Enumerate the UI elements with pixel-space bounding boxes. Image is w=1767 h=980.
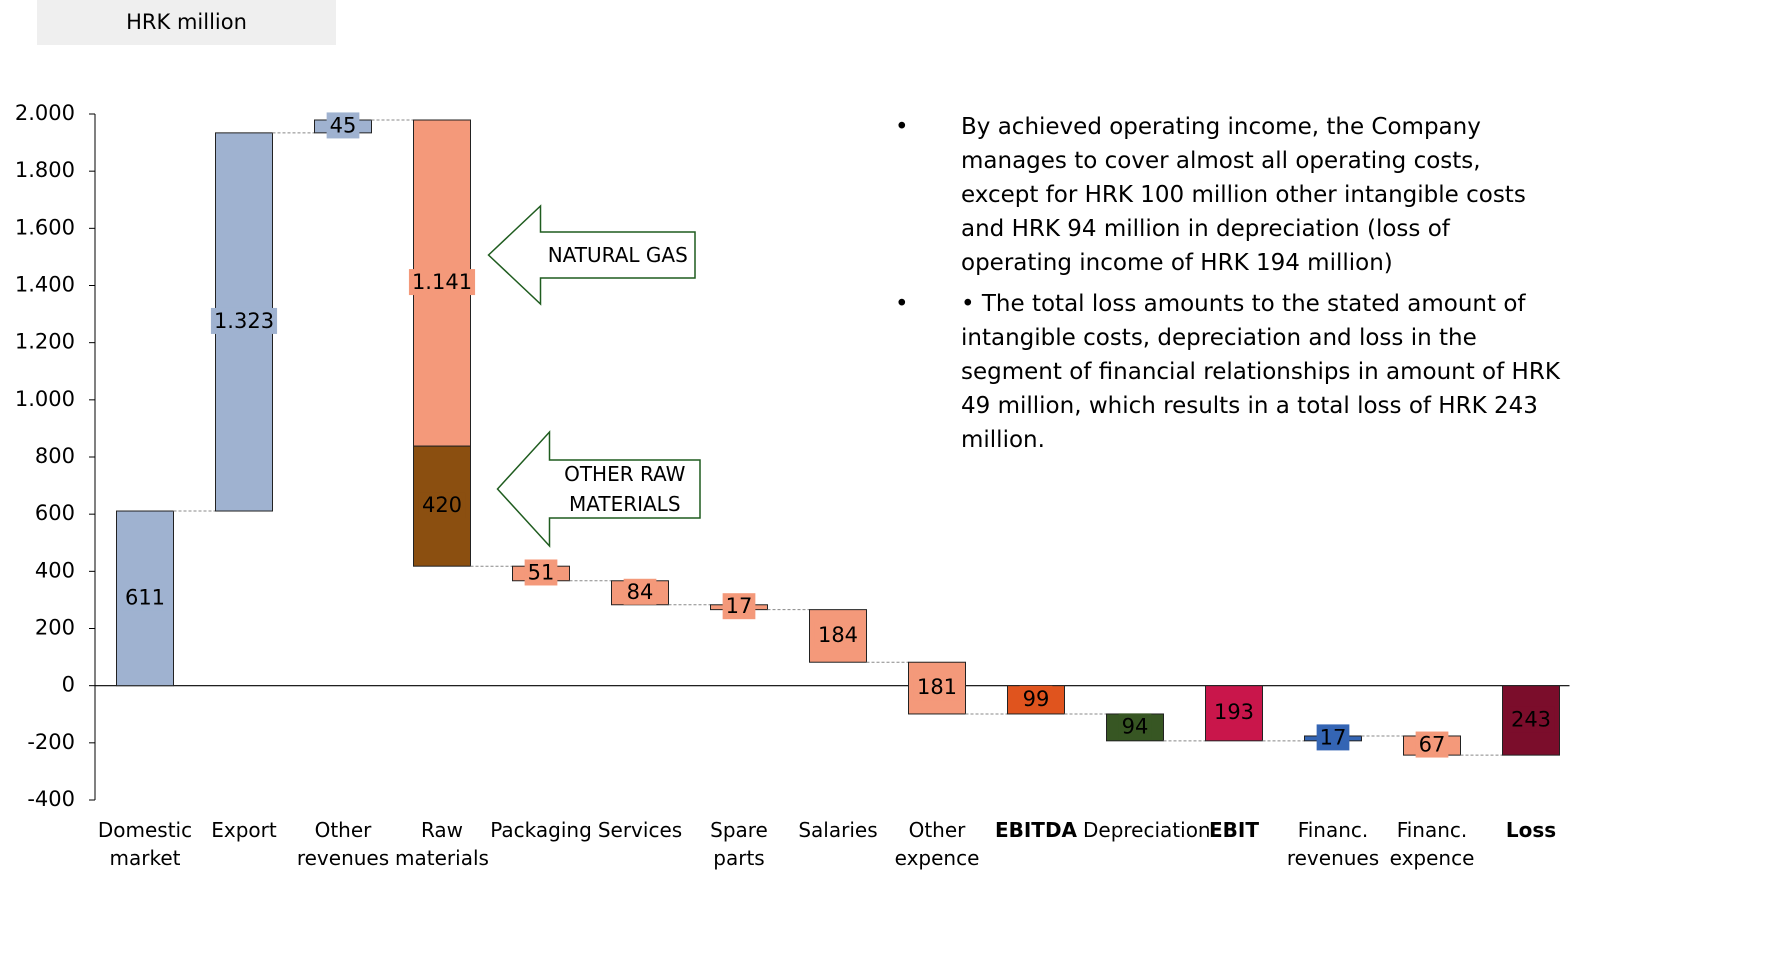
value-label-group: 17 (722, 593, 756, 620)
y-tick-label: 600 (35, 501, 75, 525)
y-tick-label: 1.200 (15, 330, 75, 354)
value-label: 420 (422, 493, 462, 517)
value-label-group: 94 (1118, 713, 1152, 740)
value-label: 243 (1511, 707, 1551, 731)
value-label-bg (1210, 699, 1258, 726)
y-tick-label: -200 (27, 730, 75, 754)
annotation-box: OTHER RAW MATERIALS (564, 462, 686, 516)
y-tick-label: 400 (35, 558, 75, 582)
value-label-bg (121, 584, 169, 611)
value-label-bg (524, 559, 558, 586)
annotation-arrow (487, 204, 696, 306)
value-label: 1.141 (412, 270, 472, 294)
value-label-bg (1507, 706, 1555, 733)
value-label: 45 (330, 113, 357, 137)
note: • • The total loss amounts to the stated … (895, 287, 1565, 457)
x-tick-label: Depreciation (1083, 818, 1211, 842)
value-label-group: 99 (1019, 685, 1053, 712)
value-label-group: 1.323 (210, 307, 278, 334)
value-label-bg (1019, 685, 1053, 712)
y-tick-label: 0 (62, 673, 75, 697)
value-label-bg (326, 112, 360, 139)
value-label-group: 184 (814, 621, 862, 648)
value-label-group: 420 (418, 492, 466, 519)
value-label-group: 611 (121, 584, 169, 611)
value-label: 17 (726, 594, 753, 618)
x-tick-label: Raw materials (395, 818, 489, 870)
value-label: 184 (818, 623, 858, 647)
x-tick-label: Salaries (798, 818, 878, 842)
x-tick-label: Services (597, 818, 683, 842)
x-tick-label: Financ. expence (1389, 818, 1475, 870)
notes: • By achieved operating income, the Compa… (895, 110, 1565, 464)
x-tick-label: Domestic market (97, 818, 193, 870)
y-tick-label: 2.000 (15, 101, 75, 125)
x-tick-label: EBIT (1209, 818, 1259, 842)
x-tick-label: Financ. revenues (1286, 818, 1380, 870)
value-label-group: 193 (1210, 699, 1258, 726)
value-label-bg (814, 621, 862, 648)
value-label-bg (623, 578, 657, 605)
value-label-bg (913, 674, 961, 701)
y-tick-label: 800 (35, 444, 75, 468)
value-label: 51 (528, 560, 555, 584)
y-tick-label: 200 (35, 616, 75, 640)
note: • By achieved operating income, the Compa… (895, 110, 1565, 280)
note-text: • The total loss amounts to the stated a… (961, 291, 1560, 453)
annotation-box: NATURAL GAS (547, 243, 688, 267)
x-tick-label: Export (211, 818, 277, 842)
bullet: • (895, 114, 909, 140)
value-label: 1.323 (214, 309, 274, 333)
value-label-bg (722, 593, 756, 620)
value-label: 99 (1023, 687, 1050, 711)
note-text: By achieved operating income, the Compan… (961, 114, 1526, 276)
y-tick-label: 1.400 (15, 273, 75, 297)
x-tick-label: Other expence (894, 818, 980, 870)
value-label: 193 (1214, 700, 1254, 724)
value-label-group: 181 (913, 674, 961, 701)
y-tick-label: 1.000 (15, 387, 75, 411)
value-label: 17 (1320, 725, 1347, 749)
value-label: 611 (125, 585, 165, 609)
value-label-bg (210, 307, 278, 334)
value-label-group: 45 (326, 112, 360, 139)
annotation: NATURAL GAS (547, 243, 688, 267)
x-tick-label: Loss (1505, 818, 1557, 842)
value-label-bg (1118, 713, 1152, 740)
x-tick-label: Packaging (490, 818, 592, 842)
value-label-bg (418, 492, 466, 519)
value-label: 181 (917, 675, 957, 699)
value-label: 94 (1122, 714, 1149, 738)
value-label-bg (408, 269, 476, 296)
value-label: 67 (1419, 733, 1446, 757)
value-label-group: 51 (524, 559, 558, 586)
value-label-group: 243 (1507, 706, 1555, 733)
unit-label: HRK million (37, 0, 336, 45)
value-label-group: 1.141 (408, 269, 476, 296)
annotation-arrow (496, 430, 701, 548)
y-tick-label: -400 (27, 787, 75, 811)
x-tick-label: Spare parts (710, 818, 768, 870)
value-label-bg (1415, 731, 1449, 758)
y-tick-label: 1.800 (15, 158, 75, 182)
bullet: • (895, 291, 909, 317)
y-tick-label: 1.600 (15, 215, 75, 239)
value-label: 84 (627, 580, 654, 604)
value-label-bg (1316, 724, 1350, 751)
x-tick-label: EBITDA (994, 818, 1078, 842)
annotation: OTHER RAW MATERIALS (564, 462, 686, 516)
value-label-group: 67 (1415, 731, 1449, 758)
value-label-group: 17 (1316, 724, 1350, 751)
x-tick-label: Other revenues (296, 818, 390, 870)
value-label-group: 84 (623, 578, 657, 605)
